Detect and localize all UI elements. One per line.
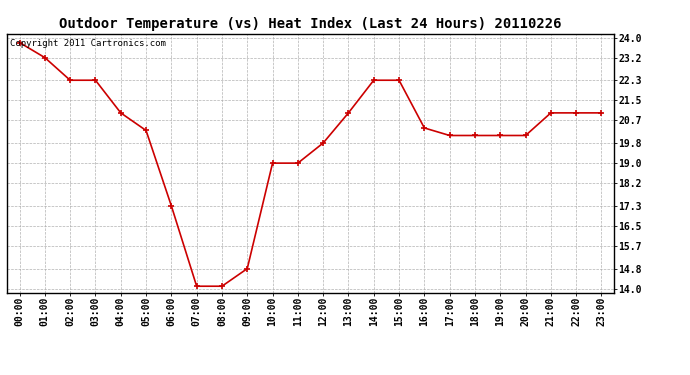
Title: Outdoor Temperature (vs) Heat Index (Last 24 Hours) 20110226: Outdoor Temperature (vs) Heat Index (Las… xyxy=(59,17,562,31)
Text: Copyright 2011 Cartronics.com: Copyright 2011 Cartronics.com xyxy=(10,39,166,48)
